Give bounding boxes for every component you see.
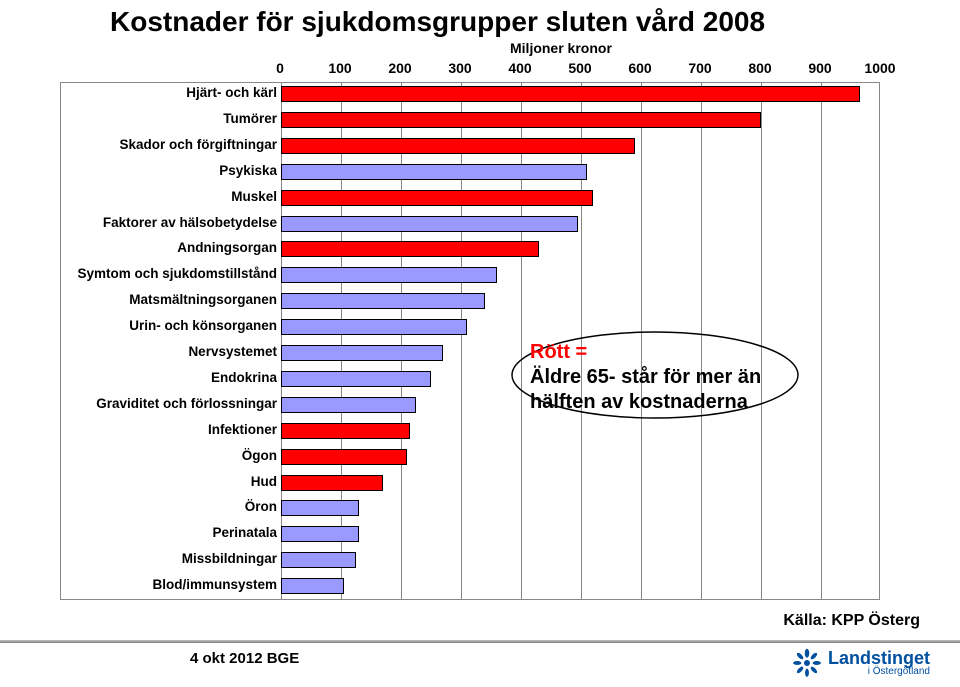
bar-row: Ögon: [61, 446, 881, 472]
bar: [281, 319, 467, 335]
bar: [281, 449, 407, 465]
source-label: Källa: KPP Österg: [783, 612, 920, 630]
bar-label: Graviditet och förlossningar: [96, 396, 277, 411]
annotation-line1: Rött =: [530, 341, 587, 363]
x-tick: 700: [688, 60, 711, 76]
bar: [281, 86, 860, 102]
annotation-line3: hälften av kostnaderna: [530, 391, 748, 413]
bar: [281, 526, 359, 542]
bar-label: Nervsystemet: [188, 344, 277, 359]
logo-icon: [792, 648, 822, 678]
bar: [281, 371, 431, 387]
logo-title: Landstinget: [828, 649, 930, 667]
bar-label: Psykiska: [219, 163, 277, 178]
bar-label: Skador och förgiftningar: [119, 137, 277, 152]
bar: [281, 552, 356, 568]
bar-row: Infektioner: [61, 420, 881, 446]
x-tick: 200: [388, 60, 411, 76]
bar-label: Perinatala: [212, 525, 277, 540]
logo-sub: i Östergötland: [828, 667, 930, 677]
bar-label: Andningsorgan: [177, 240, 277, 255]
x-tick: 0: [276, 60, 284, 76]
bar-label: Hud: [251, 474, 277, 489]
bar: [281, 293, 485, 309]
x-tick: 1000: [864, 60, 895, 76]
bar: [281, 138, 635, 154]
bar-label: Hjärt- och kärl: [186, 85, 277, 100]
x-tick: 900: [808, 60, 831, 76]
bar-row: Missbildningar: [61, 549, 881, 575]
bar-row: Muskel: [61, 187, 881, 213]
bar: [281, 345, 443, 361]
bar-row: Blod/immunsystem: [61, 575, 881, 601]
annotation-bubble: Rött = Äldre 65- står för mer än hälften…: [510, 330, 800, 420]
x-axis: 01002003004005006007008009001000: [60, 60, 880, 82]
bar-row: Perinatala: [61, 523, 881, 549]
bar-label: Symtom och sjukdomstillstånd: [77, 266, 277, 281]
annotation-line2: Äldre 65- står för mer än: [530, 366, 761, 388]
bar-label: Muskel: [231, 189, 277, 204]
logo: Landstinget i Östergötland: [792, 648, 930, 678]
bar-label: Endokrina: [211, 370, 277, 385]
x-tick: 300: [448, 60, 471, 76]
bar: [281, 397, 416, 413]
x-tick: 800: [748, 60, 771, 76]
x-tick: 500: [568, 60, 591, 76]
bar-row: Psykiska: [61, 161, 881, 187]
bar-label: Faktorer av hälsobetydelse: [103, 215, 277, 230]
x-tick: 400: [508, 60, 531, 76]
bar-label: Matsmältningsorganen: [129, 292, 277, 307]
bar-row: Faktorer av hälsobetydelse: [61, 213, 881, 239]
footer-divider: [0, 640, 960, 643]
bar-label: Blod/immunsystem: [152, 577, 277, 592]
footer-date: 4 okt 2012 BGE: [190, 650, 299, 667]
bar: [281, 190, 593, 206]
bar: [281, 423, 410, 439]
bar-row: Öron: [61, 497, 881, 523]
x-tick: 600: [628, 60, 651, 76]
bar-label: Urin- och könsorganen: [129, 318, 277, 333]
bar: [281, 267, 497, 283]
x-tick: 100: [328, 60, 351, 76]
bar: [281, 216, 578, 232]
chart-title: Kostnader för sjukdomsgrupper sluten vår…: [110, 6, 765, 38]
bar-label: Infektioner: [208, 422, 277, 437]
bar-row: Symtom och sjukdomstillstånd: [61, 264, 881, 290]
bar-row: Skador och förgiftningar: [61, 135, 881, 161]
bar: [281, 500, 359, 516]
bar: [281, 475, 383, 491]
bar: [281, 112, 761, 128]
bar-row: Tumörer: [61, 109, 881, 135]
bar-label: Missbildningar: [182, 551, 277, 566]
bar-row: Hud: [61, 472, 881, 498]
chart-subtitle: Miljoner kronor: [510, 40, 612, 56]
bar-row: Andningsorgan: [61, 238, 881, 264]
bar-label: Öron: [245, 499, 277, 514]
bar-label: Ögon: [242, 448, 277, 463]
bar: [281, 578, 344, 594]
bar: [281, 241, 539, 257]
bar-row: Hjärt- och kärl: [61, 83, 881, 109]
bar: [281, 164, 587, 180]
bar-label: Tumörer: [223, 111, 277, 126]
bar-row: Matsmältningsorganen: [61, 290, 881, 316]
